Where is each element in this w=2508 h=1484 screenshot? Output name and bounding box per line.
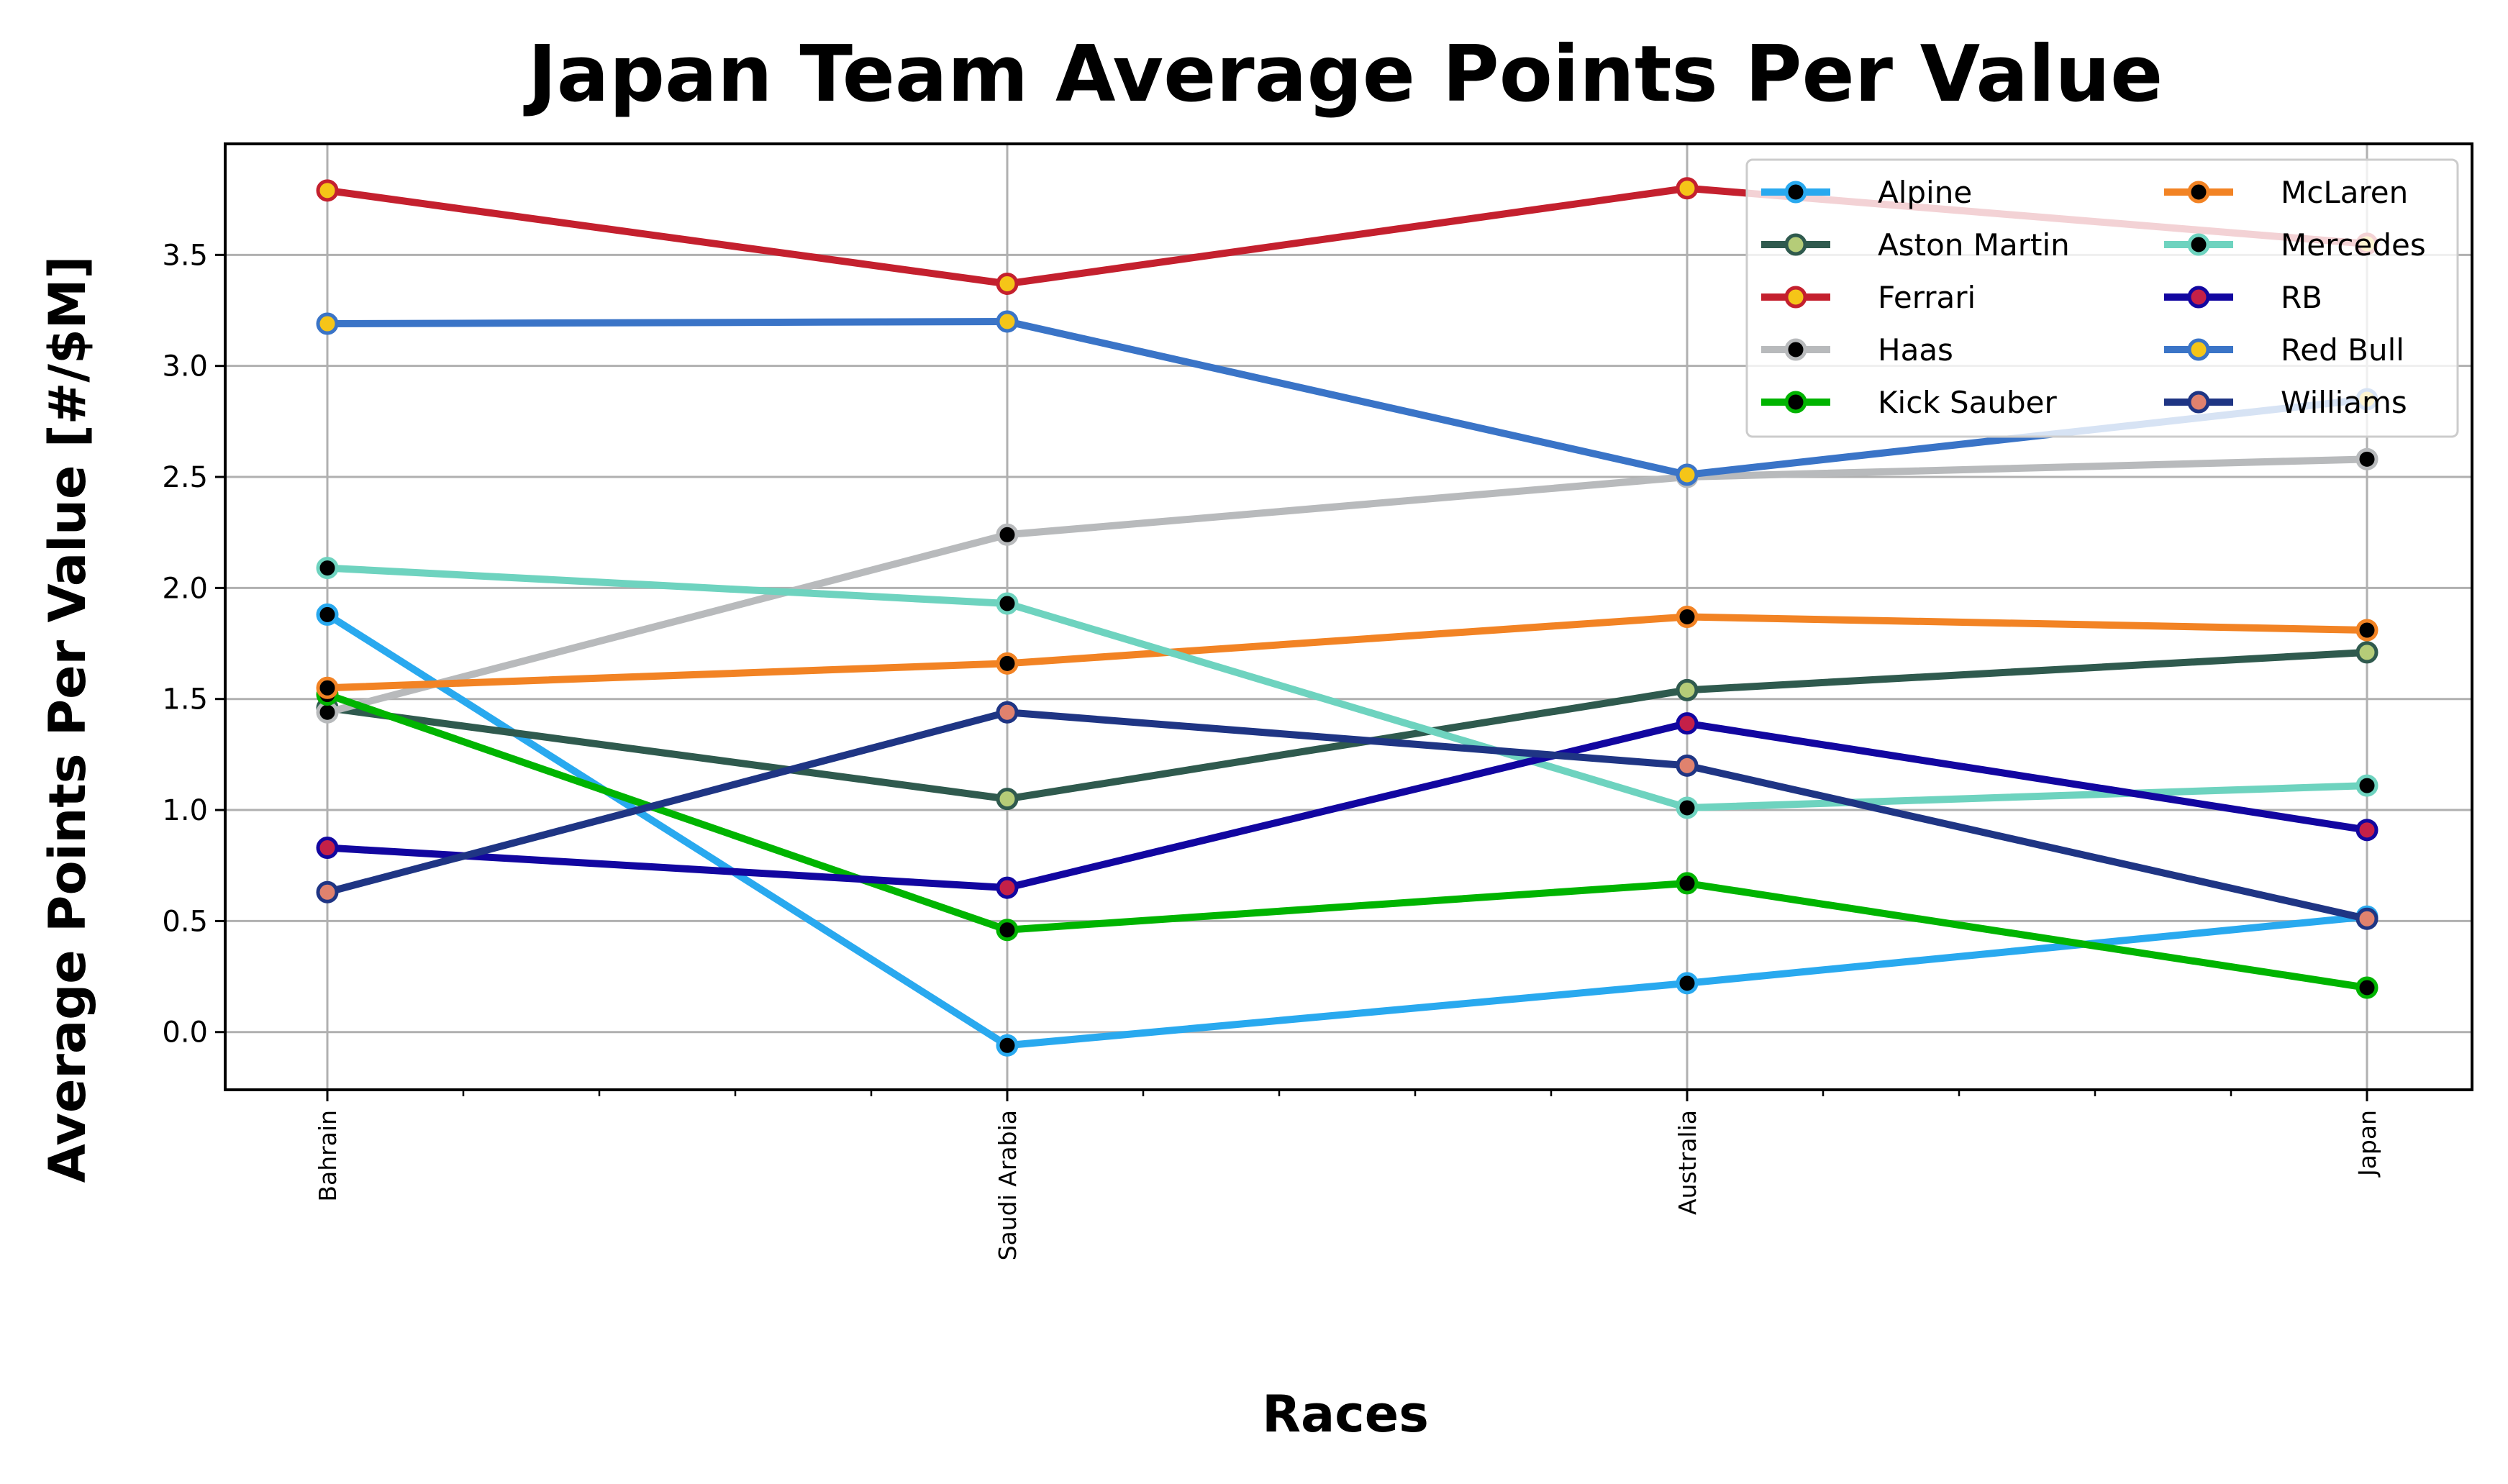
data-point: [1676, 972, 1699, 995]
legend-label: Williams: [2281, 385, 2407, 420]
data-point: [1676, 872, 1699, 895]
data-point: [2355, 619, 2378, 642]
data-point: [2355, 976, 2378, 999]
data-point: [996, 592, 1019, 615]
legend-entry: McLaren: [2164, 175, 2408, 210]
y-tick-label: 2.5: [162, 461, 208, 494]
data-point: [1676, 463, 1699, 486]
data-point: [2355, 447, 2378, 470]
legend-entry: RB: [2164, 280, 2322, 315]
data-point: [996, 523, 1019, 546]
legend-label: Red Bull: [2281, 332, 2404, 368]
data-point: [1676, 606, 1699, 628]
legend-entry: Ferrari: [1761, 280, 1976, 315]
legend-entry: Alpine: [1761, 175, 1972, 210]
y-tick-label: 0.5: [162, 905, 208, 938]
legend-marker: [1784, 233, 1807, 256]
legend-marker: [2187, 233, 2210, 256]
data-point: [1676, 754, 1699, 777]
series-line: [324, 564, 2371, 811]
y-tick-label: 2.0: [162, 572, 208, 605]
series-line: [324, 648, 2371, 803]
legend-label: Mercedes: [2281, 227, 2426, 263]
y-tick-label: 1.5: [162, 683, 208, 716]
legend-label: Haas: [1878, 332, 1953, 368]
legend-entry: Aston Martin: [1761, 227, 2070, 263]
x-tick-label: Japan: [2353, 1110, 2381, 1178]
data-point: [316, 880, 339, 903]
legend-marker: [2187, 338, 2210, 361]
data-point: [316, 557, 339, 580]
series-line: [324, 709, 2371, 923]
series-line: [324, 611, 2371, 1050]
series-line: [324, 691, 2371, 992]
legend-marker: [2187, 286, 2210, 309]
ticks: 0.0 0.5 1.0 1.5 2.0 2.5 3.0 3.5 Bahrain Saudi Ara…: [162, 239, 2381, 1260]
legend-marker: [2187, 391, 2210, 414]
y-tick-label: 3.0: [162, 350, 208, 383]
legend-entry: Kick Sauber: [1761, 385, 2057, 420]
y-tick-label: 1.0: [162, 794, 208, 827]
data-point: [996, 310, 1019, 333]
legend-label: RB: [2281, 280, 2322, 315]
legend-marker: [1784, 286, 1807, 309]
legend-marker: [1784, 181, 1807, 204]
data-point: [316, 603, 339, 626]
data-point: [1676, 177, 1699, 200]
data-point: [996, 1034, 1019, 1057]
data-point: [2355, 819, 2378, 842]
legend-label: Aston Martin: [1878, 227, 2070, 263]
legend-entry: Mercedes: [2164, 227, 2426, 263]
series-rb: [316, 712, 2378, 899]
x-tick-label: Australia: [1673, 1110, 1701, 1215]
chart-title: Japan Team Average Points Per Value: [523, 29, 2163, 119]
legend-marker: [1784, 391, 1807, 414]
data-point: [996, 652, 1019, 675]
data-point: [316, 312, 339, 335]
x-axis-label: Races: [1262, 1385, 1429, 1444]
plot-frame: [224, 142, 2473, 1091]
legend-entry: Haas: [1761, 332, 1953, 368]
legend-label: Kick Sauber: [1878, 385, 2057, 420]
y-tick-label: 3.5: [162, 239, 208, 272]
data-point: [996, 788, 1019, 811]
series-line: [324, 719, 2371, 892]
x-tick-label: Bahrain: [314, 1110, 342, 1202]
data-point: [996, 919, 1019, 942]
data-point: [2355, 907, 2378, 930]
data-point: [316, 676, 339, 699]
legend-entry: Red Bull: [2164, 332, 2404, 368]
legend: Alpine Aston Martin Ferrari Haas Kick Sauber…: [1745, 158, 2459, 438]
y-tick-label: 0.0: [162, 1016, 208, 1050]
legend-box: [1745, 158, 2459, 438]
data-point: [2355, 641, 2378, 664]
legend-label: McLaren: [2281, 175, 2408, 210]
data-point: [316, 837, 339, 860]
data-point: [996, 876, 1019, 899]
series-layer: [316, 177, 2378, 1057]
series-williams: [316, 701, 2378, 930]
data-point: [996, 701, 1019, 724]
series-mclaren: [316, 606, 2378, 699]
y-axis-label: Average Points Per Value [#/$M]: [38, 256, 97, 1183]
data-point: [316, 701, 339, 724]
legend-label: Ferrari: [1878, 280, 1976, 315]
legend-entry: Williams: [2164, 385, 2407, 420]
series-line: [324, 613, 2371, 692]
data-point: [1676, 712, 1699, 735]
data-point: [316, 179, 339, 202]
series-line: [324, 455, 2371, 716]
legend-marker: [1784, 338, 1807, 361]
data-point: [1676, 796, 1699, 819]
data-point: [2355, 774, 2378, 797]
data-point: [1676, 678, 1699, 701]
x-tick-label: Saudi Arabia: [994, 1110, 1022, 1260]
series-mercedes: [316, 557, 2378, 819]
legend-label: Alpine: [1878, 175, 1972, 210]
legend-marker: [2187, 181, 2210, 204]
data-point: [996, 272, 1019, 295]
